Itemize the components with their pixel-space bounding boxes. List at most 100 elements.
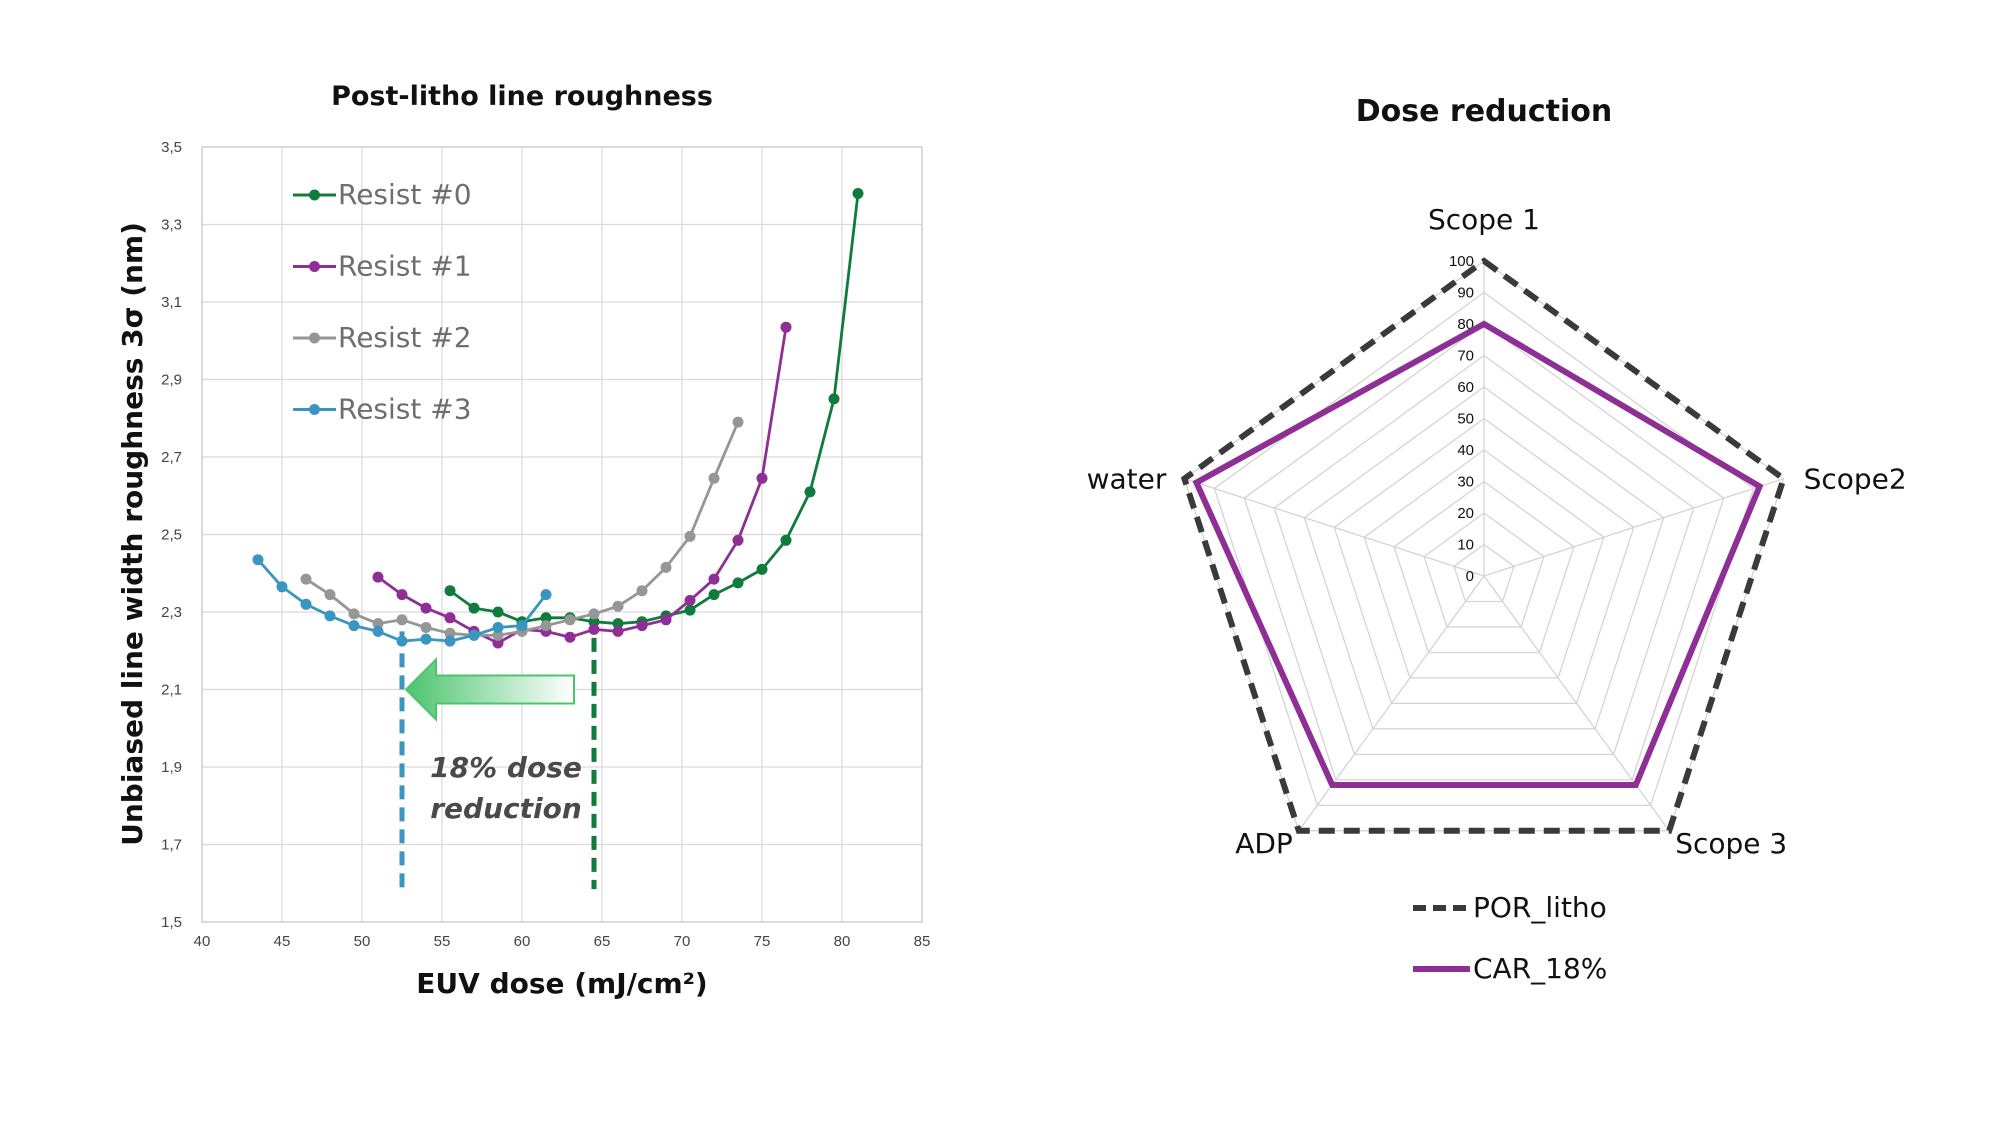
data-point-resist-1 xyxy=(372,571,384,583)
radar-tick-label: 40 xyxy=(1457,442,1474,459)
x-tick-label: 70 xyxy=(674,933,691,950)
radar-spoke xyxy=(1184,478,1485,577)
radar-tick-label: 50 xyxy=(1457,411,1474,428)
radar-axis-label: water xyxy=(1087,463,1167,496)
data-point-resist-0 xyxy=(684,604,696,616)
data-point-resist-1 xyxy=(492,637,504,649)
data-point-resist-1 xyxy=(420,602,432,614)
radar-tick-label: 10 xyxy=(1457,537,1474,554)
y-tick-label: 2,1 xyxy=(161,682,182,699)
dose-reduction-arrow xyxy=(404,657,575,722)
radar-ring xyxy=(1273,354,1695,756)
data-point-resist-1 xyxy=(660,614,672,626)
data-point-resist-2 xyxy=(564,614,576,626)
data-point-resist-1 xyxy=(636,620,648,632)
radar-tick-label: 20 xyxy=(1457,505,1474,522)
radar-ring xyxy=(1453,543,1515,603)
series-line-resist-0 xyxy=(449,193,860,625)
data-point-resist-2 xyxy=(708,472,720,484)
radar-tick-label: 60 xyxy=(1457,379,1474,396)
data-point-resist-2 xyxy=(660,561,672,573)
radar-chart-title: Dose reduction xyxy=(1356,94,1613,129)
data-point-resist-2 xyxy=(492,629,504,641)
data-point-resist-0 xyxy=(828,393,840,405)
legend-label: Resist #0 xyxy=(338,178,472,211)
data-point-resist-2 xyxy=(540,620,552,632)
radar-tick-label: 90 xyxy=(1457,285,1474,302)
data-point-resist-3 xyxy=(324,610,336,622)
y-tick-label: 1,7 xyxy=(161,837,182,854)
data-point-resist-0 xyxy=(852,188,864,199)
data-point-resist-1 xyxy=(684,594,696,606)
legend-swatch-marker xyxy=(309,332,320,344)
data-point-resist-1 xyxy=(588,623,600,635)
radar-legend-label: POR_litho xyxy=(1473,891,1607,924)
radar-axis-label: ADP xyxy=(1235,827,1293,860)
data-point-resist-1 xyxy=(756,472,768,484)
radar-axis-label: Scope 1 xyxy=(1428,203,1540,236)
data-point-resist-2 xyxy=(396,614,408,626)
radar-legend-label: CAR_18% xyxy=(1473,952,1607,985)
data-point-resist-3 xyxy=(516,620,528,632)
y-axis-ticks: 1,5 1,7 1,9 2,1 2,3 2,5 2,7 2,9 3,1 3,3 3,5 xyxy=(161,139,182,931)
y-tick-label: 3,3 xyxy=(161,217,182,234)
radar-ring xyxy=(1243,323,1725,781)
y-tick-label: 3,5 xyxy=(161,139,182,156)
data-point-resist-2 xyxy=(588,608,600,620)
data-point-resist-0 xyxy=(492,606,504,618)
legend-label: Resist #2 xyxy=(338,321,472,354)
legend-label: Resist #3 xyxy=(338,393,472,426)
data-point-resist-1 xyxy=(396,589,408,601)
data-point-resist-2 xyxy=(612,600,624,612)
data-point-resist-0 xyxy=(732,577,744,589)
data-point-resist-0 xyxy=(804,486,816,498)
data-point-resist-3 xyxy=(468,629,480,641)
x-tick-label: 55 xyxy=(434,933,451,950)
data-point-resist-0 xyxy=(708,589,720,601)
data-point-resist-1 xyxy=(612,625,624,637)
data-point-resist-3 xyxy=(300,598,312,610)
data-point-resist-2 xyxy=(732,416,744,428)
dose-reduction-annotation: 18% dose reduction xyxy=(399,615,597,895)
line-chart-legend: Resist #0 Resist #1 Resist #2 Resist #3 xyxy=(293,178,472,426)
annotation-line-1: 18% dose xyxy=(430,751,582,784)
data-point-resist-3 xyxy=(420,633,432,645)
radar-series-por-litho xyxy=(1180,257,1788,834)
series-line-resist-1 xyxy=(377,326,788,645)
radar-axis-label: Scope2 xyxy=(1804,463,1907,496)
data-point-resist-0 xyxy=(756,563,768,575)
radar-ring xyxy=(1423,512,1545,628)
data-point-resist-2 xyxy=(420,622,432,633)
x-axis-ticks: 40 45 50 55 60 65 70 75 80 85 xyxy=(194,933,931,950)
y-tick-label: 1,9 xyxy=(161,759,182,776)
legend-label: Resist #1 xyxy=(338,250,472,283)
data-point-resist-1 xyxy=(444,612,456,624)
y-tick-label: 2,5 xyxy=(161,527,182,544)
radar-tick-label: 30 xyxy=(1457,474,1474,491)
data-point-resist-2 xyxy=(636,585,648,597)
data-point-resist-0 xyxy=(780,534,792,546)
radar-tick-label: 0 xyxy=(1466,568,1474,585)
radar-ring xyxy=(1393,480,1575,654)
y-tick-label: 3,1 xyxy=(161,294,182,311)
radar-spoke xyxy=(1298,575,1485,832)
legend-swatch-marker xyxy=(309,404,320,415)
x-tick-label: 85 xyxy=(914,933,931,950)
y-tick-label: 2,3 xyxy=(161,604,182,621)
data-point-resist-0 xyxy=(612,618,624,630)
data-point-resist-3 xyxy=(396,635,408,647)
radar-axis-label: Scope 3 xyxy=(1675,827,1787,860)
data-point-resist-3 xyxy=(492,622,504,633)
x-tick-label: 60 xyxy=(514,933,531,950)
data-point-resist-3 xyxy=(348,620,360,632)
x-tick-label: 75 xyxy=(754,933,771,950)
data-point-resist-0 xyxy=(588,616,600,628)
data-point-resist-3 xyxy=(444,635,456,647)
data-point-resist-2 xyxy=(348,608,360,620)
x-tick-label: 65 xyxy=(594,933,611,950)
data-point-resist-3 xyxy=(372,625,384,637)
line-chart: Post-litho line roughness 40 45 50 55 60 65 70… xyxy=(116,81,930,1000)
radar-tick-label: 70 xyxy=(1457,348,1474,365)
